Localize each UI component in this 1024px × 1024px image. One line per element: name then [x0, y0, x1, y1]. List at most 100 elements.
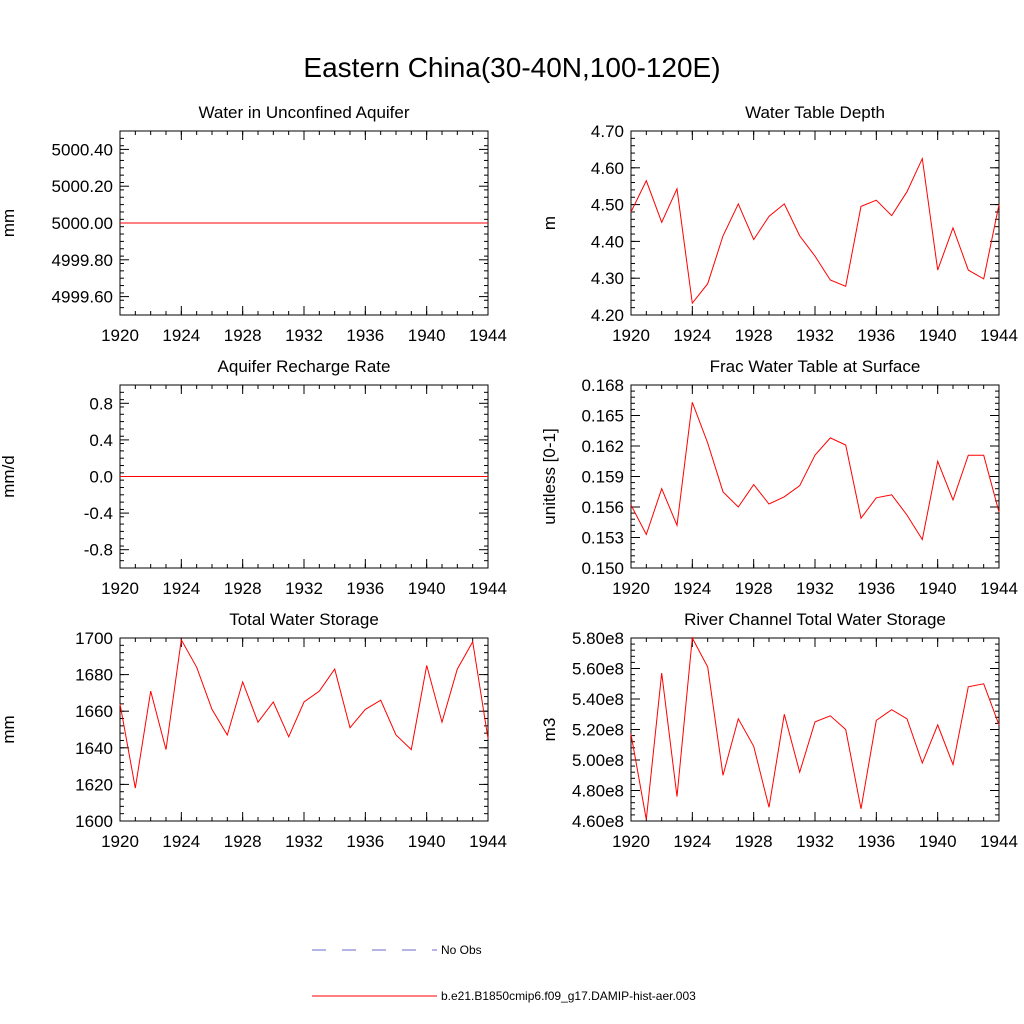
- y-tick-label: 5.60e8: [572, 660, 624, 679]
- panel-title: Aquifer Recharge Rate: [218, 357, 391, 376]
- y-tick-label: 0.162: [581, 437, 624, 456]
- x-tick-label: 1932: [285, 832, 323, 851]
- x-tick-label: 1944: [469, 832, 507, 851]
- x-tick-label: 1936: [346, 326, 384, 345]
- x-tick-label: 1924: [673, 326, 711, 345]
- x-tick-label: 1920: [101, 832, 139, 851]
- x-tick-label: 1944: [469, 326, 507, 345]
- panel-title: River Channel Total Water Storage: [684, 610, 946, 629]
- panel-title: Water Table Depth: [745, 103, 885, 122]
- legend: No Obs b.e21.B1850cmip6.f09_g17.DAMIP-hi…: [312, 943, 696, 1003]
- y-tick-label: 0.0: [89, 468, 113, 487]
- panel-title: Frac Water Table at Surface: [710, 357, 921, 376]
- x-tick-label: 1924: [673, 579, 711, 598]
- x-tick-label: 1924: [673, 832, 711, 851]
- x-tick-label: 1932: [796, 579, 834, 598]
- x-tick-label: 1920: [612, 579, 650, 598]
- y-axis-label: mm: [0, 209, 18, 237]
- x-tick-label: 1920: [101, 579, 139, 598]
- legend-label-model: b.e21.B1850cmip6.f09_g17.DAMIP-hist-aer.…: [441, 989, 696, 1003]
- y-tick-label: 4.50: [591, 196, 624, 215]
- y-axis-label: m3: [540, 718, 559, 742]
- legend-label-no-obs: No Obs: [441, 943, 482, 957]
- y-tick-label: 1700: [75, 629, 113, 648]
- y-tick-label: 5000.00: [52, 214, 113, 233]
- y-tick-label: 0.165: [581, 407, 624, 426]
- y-tick-label: 4.40: [591, 232, 624, 251]
- x-tick-label: 1920: [612, 832, 650, 851]
- x-tick-label: 1936: [857, 579, 895, 598]
- x-tick-label: 1940: [919, 579, 957, 598]
- y-tick-label: 5.20e8: [572, 721, 624, 740]
- y-axis-label: mm: [0, 715, 18, 743]
- x-tick-label: 1928: [224, 579, 262, 598]
- y-tick-label: 1680: [75, 666, 113, 685]
- x-tick-label: 1940: [408, 832, 446, 851]
- panel-water-table-depth: Water Table Depth m 1920 1924 1928 1932 1936 19…: [540, 103, 1018, 345]
- x-tick-label: 1936: [857, 832, 895, 851]
- plot-frame: [630, 637, 1000, 822]
- y-tick-label: 0.153: [581, 529, 624, 548]
- series-line: [630, 636, 1000, 820]
- x-tick-label: 1944: [980, 326, 1018, 345]
- y-tick-label: 4.60e8: [572, 812, 624, 831]
- x-tick-label: 1936: [857, 326, 895, 345]
- x-tick-label: 1924: [162, 832, 200, 851]
- y-tick-label: 5000.40: [52, 140, 113, 159]
- y-tick-label: 4.30: [591, 269, 624, 288]
- y-tick-label: 0.159: [581, 468, 624, 487]
- y-tick-label: 4.70: [591, 122, 624, 141]
- x-tick-label: 1944: [980, 832, 1018, 851]
- y-tick-label: 1660: [75, 702, 113, 721]
- y-tick-label: 5.80e8: [572, 629, 624, 648]
- y-tick-label: 4.80e8: [572, 782, 624, 801]
- y-axis-label: unitless [0-1]: [540, 428, 559, 524]
- y-tick-label: 0.8: [89, 394, 113, 413]
- y-tick-label: 0.168: [581, 376, 624, 395]
- x-tick-label: 1944: [469, 579, 507, 598]
- panel-water-in-unconfined-aquifer: Water in Unconfined Aquifer mm 1920 1924 192…: [0, 103, 507, 345]
- y-axis-label: m: [540, 216, 559, 230]
- series-line: [630, 402, 1000, 541]
- series-line: [630, 156, 1000, 305]
- x-tick-label: 1932: [796, 832, 834, 851]
- x-tick-label: 1920: [101, 326, 139, 345]
- x-tick-label: 1936: [346, 579, 384, 598]
- panel-aquifer-recharge-rate: Aquifer Recharge Rate mm/d 1920 1924 1928 193…: [0, 357, 507, 598]
- y-tick-label: 1640: [75, 739, 113, 758]
- y-tick-label: -0.4: [84, 504, 113, 523]
- plot-frame: [119, 637, 489, 822]
- panel-river-channel-total-water-storage: River Channel Total Water Storage m3 1920 1…: [540, 610, 1018, 851]
- y-tick-label: 5.40e8: [572, 690, 624, 709]
- x-tick-label: 1924: [162, 326, 200, 345]
- x-tick-label: 1928: [735, 326, 773, 345]
- x-tick-label: 1940: [408, 326, 446, 345]
- y-tick-label: 1600: [75, 812, 113, 831]
- plot-frame: [630, 130, 1000, 316]
- figure-title: Eastern China(30-40N,100-120E): [303, 52, 721, 83]
- series-line: [119, 638, 489, 789]
- chart-panels: Water in Unconfined Aquifer mm 1920 1924 192…: [0, 103, 1018, 851]
- x-tick-label: 1940: [919, 832, 957, 851]
- panel-total-water-storage: Total Water Storage mm 1920 1924 1928 1932 193…: [0, 610, 507, 851]
- y-tick-label: 1620: [75, 775, 113, 794]
- y-tick-label: 5000.20: [52, 177, 113, 196]
- x-tick-label: 1928: [735, 832, 773, 851]
- y-tick-label: 0.156: [581, 498, 624, 517]
- x-tick-label: 1928: [224, 326, 262, 345]
- x-tick-label: 1928: [224, 832, 262, 851]
- y-tick-label: 5.00e8: [572, 751, 624, 770]
- x-tick-label: 1936: [346, 832, 384, 851]
- y-tick-label: 4999.60: [52, 288, 113, 307]
- y-tick-label: -0.8: [84, 541, 113, 560]
- x-tick-label: 1924: [162, 579, 200, 598]
- x-tick-label: 1932: [796, 326, 834, 345]
- x-tick-label: 1940: [919, 326, 957, 345]
- x-tick-label: 1932: [285, 579, 323, 598]
- y-tick-label: 4.20: [591, 306, 624, 325]
- x-tick-label: 1940: [408, 579, 446, 598]
- y-tick-label: 4999.80: [52, 251, 113, 270]
- x-tick-label: 1932: [285, 326, 323, 345]
- x-tick-label: 1920: [612, 326, 650, 345]
